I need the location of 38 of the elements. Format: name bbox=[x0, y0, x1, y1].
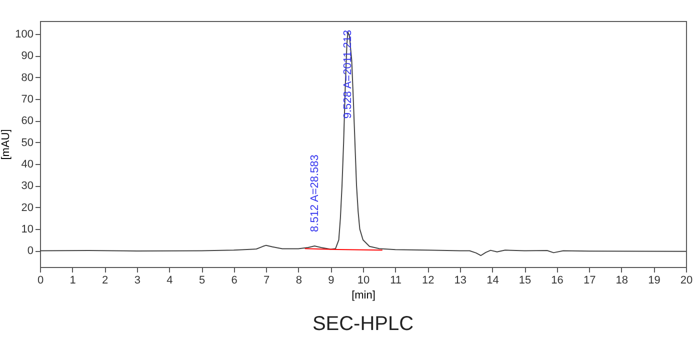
x-tick-label: 4 bbox=[166, 274, 173, 286]
y-tick-label: 40 bbox=[21, 158, 34, 171]
x-tick-label: 17 bbox=[583, 274, 596, 286]
y-tick-label: 10 bbox=[21, 224, 34, 236]
y-tick-label: 50 bbox=[21, 136, 34, 149]
x-tick-label: 16 bbox=[551, 274, 564, 286]
text: SEC-HPLC bbox=[312, 313, 414, 335]
x-tick-label: 2 bbox=[102, 274, 108, 286]
line-series bbox=[40, 31, 686, 256]
y-tick-label: 60 bbox=[21, 115, 34, 128]
y-axis-title: [mAU] bbox=[0, 129, 12, 160]
x-tick-label: 6 bbox=[231, 274, 238, 286]
y-tick-label: 90 bbox=[21, 50, 34, 62]
x-tick-label: 15 bbox=[518, 274, 532, 286]
x-tick-label: 8 bbox=[296, 274, 302, 286]
x-tick-label: 3 bbox=[134, 274, 140, 286]
x-tick-label: 5 bbox=[198, 274, 206, 286]
x-tick-label: 13 bbox=[454, 274, 467, 286]
y-tick-label: 30 bbox=[21, 180, 34, 192]
x-tick-label: 20 bbox=[680, 274, 693, 286]
y-tick-label: 0 bbox=[27, 245, 34, 258]
x-tick-label: 7 bbox=[264, 274, 270, 286]
x-tick-label: 0 bbox=[37, 274, 44, 286]
x-tick-label: 18 bbox=[616, 274, 628, 286]
y-tick-label: 80 bbox=[21, 72, 34, 84]
y-tick-label: 70 bbox=[21, 94, 34, 106]
x-tick-label: 10 bbox=[357, 274, 370, 286]
x-tick-label: 12 bbox=[422, 274, 434, 286]
x-axis-title: [min] bbox=[352, 290, 376, 302]
x-tick-label: 1 bbox=[70, 274, 76, 286]
x-tick-label: 9 bbox=[328, 274, 334, 286]
x-tick-label: 19 bbox=[648, 274, 660, 286]
annotation: 9.528 A=2011.213 bbox=[342, 30, 354, 119]
y-tick-label: 20 bbox=[21, 202, 34, 214]
y-tick-label: 100 bbox=[15, 28, 34, 41]
x-tick-label: 14 bbox=[486, 274, 499, 286]
annotation: 8.512 A=28.583 bbox=[308, 154, 321, 232]
x-tick-label: 11 bbox=[390, 274, 402, 286]
